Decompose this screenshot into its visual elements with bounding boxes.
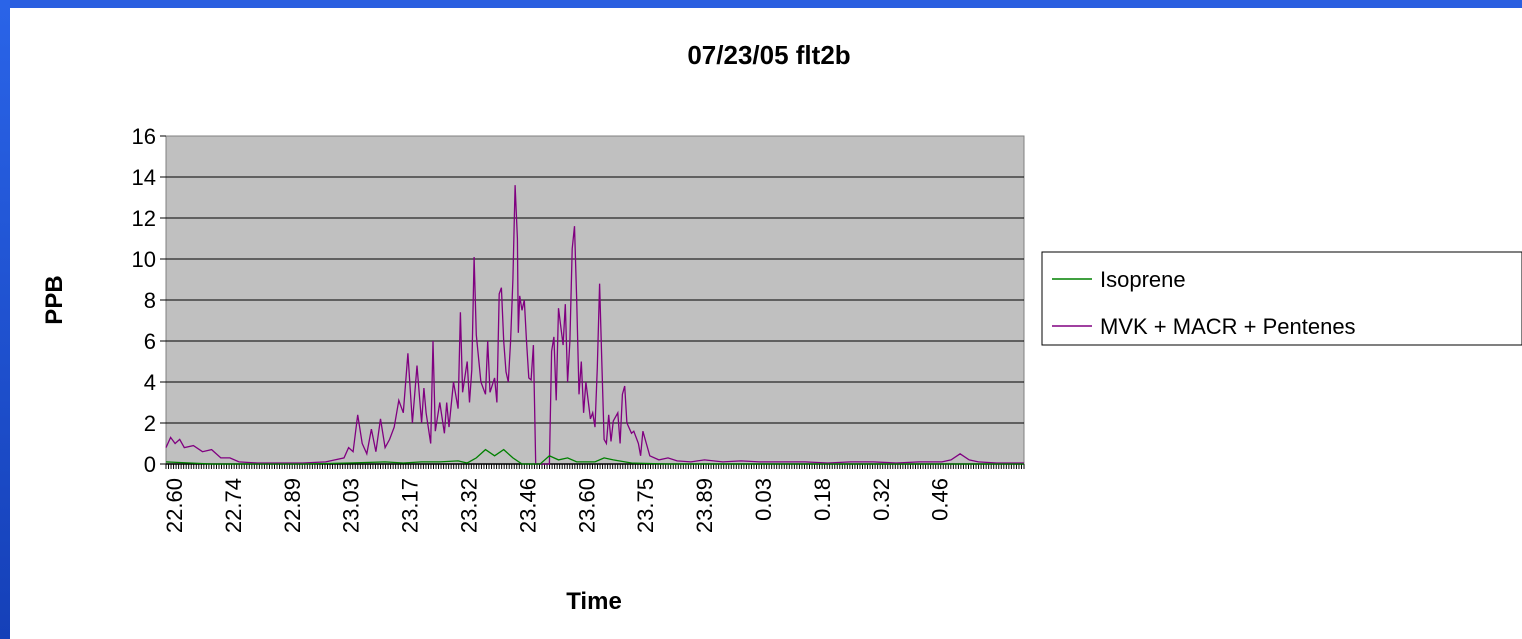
y-tick-label: 6 [144, 329, 156, 354]
left-border [0, 0, 10, 639]
x-tick-label: 0.18 [810, 478, 835, 521]
x-tick-label: 23.32 [457, 478, 482, 533]
y-tick-label: 16 [132, 124, 156, 149]
x-tick-label: 23.60 [574, 478, 599, 533]
x-tick-label: 22.60 [162, 478, 187, 533]
y-tick-label: 10 [132, 247, 156, 272]
x-tick-label: 0.32 [869, 478, 894, 521]
chart-title: 07/23/05 flt2b [687, 40, 850, 70]
y-tick-label: 12 [132, 206, 156, 231]
y-tick-label: 4 [144, 370, 156, 395]
legend-label-isoprene: Isoprene [1100, 267, 1186, 292]
series-layer [165, 185, 1024, 465]
top-border [0, 0, 1522, 8]
y-axis-label: PPB [41, 275, 68, 324]
y-axis-ticks: 0 2 4 6 8 10 12 14 16 [132, 124, 166, 477]
x-tick-label: 0.46 [928, 478, 953, 521]
x-tick-label: 23.17 [398, 478, 423, 533]
y-tick-label: 8 [144, 288, 156, 313]
x-tick-label: 0.03 [751, 478, 776, 521]
x-tick-label: 23.75 [633, 478, 658, 533]
series-line-isoprene [165, 448, 1024, 465]
y-tick-label: 0 [144, 452, 156, 477]
x-axis-label: Time [566, 588, 622, 615]
x-tick-label: 23.46 [515, 478, 540, 533]
y-tick-label: 2 [144, 411, 156, 436]
legend: Isoprene MVK + MACR + Pentenes [1041, 251, 1522, 346]
series-line-mvk-macr-pentenes [165, 185, 1024, 465]
x-tick-label: 22.89 [280, 478, 305, 533]
x-tick-label: 22.74 [221, 478, 246, 533]
legend-box [1041, 251, 1522, 346]
y-tick-label: 14 [132, 165, 156, 190]
legend-label-mvk-macr-pentenes: MVK + MACR + Pentenes [1100, 314, 1356, 339]
x-axis-ticks: 22.60 22.74 22.89 23.03 23.17 23.32 23.46 23.60… [162, 463, 1025, 533]
x-tick-label: 23.89 [692, 478, 717, 533]
x-tick-label: 23.03 [339, 478, 364, 533]
